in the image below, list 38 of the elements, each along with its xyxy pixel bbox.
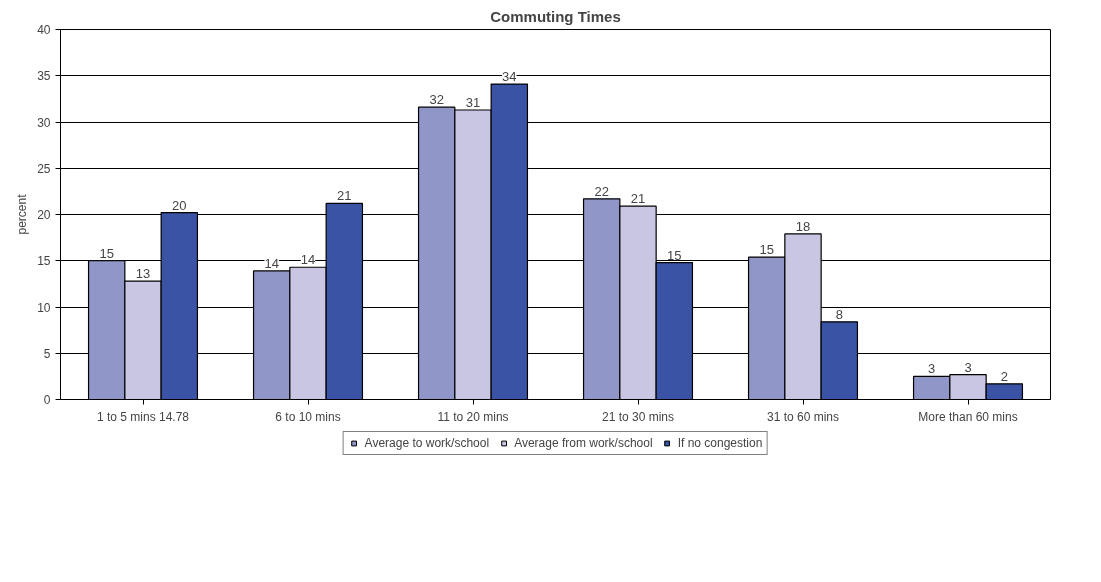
data-label: 18 [795,218,811,234]
data-label: 15 [99,245,114,261]
data-label: 13 [135,266,151,282]
data-label: 22 [594,183,609,199]
data-label: 32 [429,92,444,108]
x-tick-label: 1 to 5 mins 14.78 [96,409,190,424]
chart-title: Commuting Times [490,7,621,25]
y-tick-label: 10 [37,300,51,315]
x-tick-label: More than 60 mins [918,409,1018,424]
legend-label: Average from work/school [514,436,653,450]
y-tick-label: 25 [37,161,51,176]
data-label: 34 [502,69,517,85]
legend-label: If no congestion [677,436,763,450]
data-label: 20 [172,197,187,213]
data-label: 3 [964,359,972,375]
y-tick-label: 0 [43,393,51,407]
data-label: 8 [835,306,843,322]
y-tick-label: 5 [43,346,51,361]
data-label: 3 [928,361,936,377]
data-label: 21 [630,191,646,207]
x-tick-label: 31 to 60 mins [766,409,840,424]
y-tick-label: 40 [37,23,51,37]
y-tick-label: 30 [37,115,51,130]
data-label: 15 [667,247,682,263]
y-tick-label: 35 [37,69,51,84]
y-axis-title: percent [15,193,30,235]
x-tick-label: 11 to 20 mins [437,409,509,424]
data-label: 15 [759,242,774,258]
data-label: 31 [465,94,481,110]
legend-label: Average to work/school [364,436,490,450]
x-tick-label: 21 to 30 mins [601,409,675,424]
y-tick-label: 15 [37,254,51,269]
data-label: 2 [1000,368,1008,384]
x-tick-label: 6 to 10 mins [275,409,341,424]
data-label: 14 [300,252,316,268]
y-tick-label: 20 [37,208,51,222]
data-label: 14 [264,255,279,271]
data-label: 21 [337,188,352,204]
